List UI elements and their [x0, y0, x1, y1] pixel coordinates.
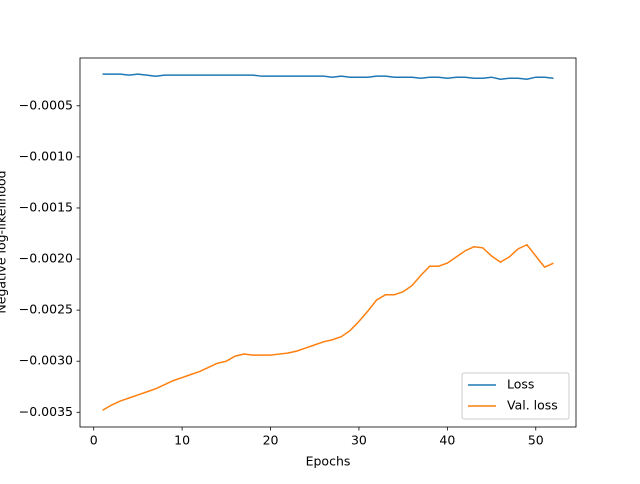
y-tick-label: −0.0035	[19, 404, 73, 419]
y-axis-label: Negative log-likelihood	[0, 170, 9, 313]
series-line	[102, 73, 554, 81]
y-tick-label: −0.0025	[19, 302, 73, 317]
x-tick-label: 50	[528, 433, 544, 448]
y-tick-label: −0.0030	[19, 353, 73, 368]
x-tick-label: 10	[174, 433, 190, 448]
x-tick-label: 30	[351, 433, 367, 448]
x-tick-label: 40	[439, 433, 455, 448]
y-tick-label: −0.0020	[19, 251, 73, 266]
legend-label: Val. loss	[507, 398, 558, 413]
x-axis-label: Epochs	[306, 454, 351, 469]
y-tick-label: −0.0010	[19, 148, 73, 163]
plot-frame	[79, 57, 577, 428]
x-tick-label: 20	[263, 433, 279, 448]
x-tick-label: 0	[90, 433, 98, 448]
series-line	[102, 243, 554, 411]
y-tick-label: −0.0005	[19, 97, 73, 112]
legend-label: Loss	[507, 377, 534, 392]
y-tick-label: −0.0015	[19, 199, 73, 214]
